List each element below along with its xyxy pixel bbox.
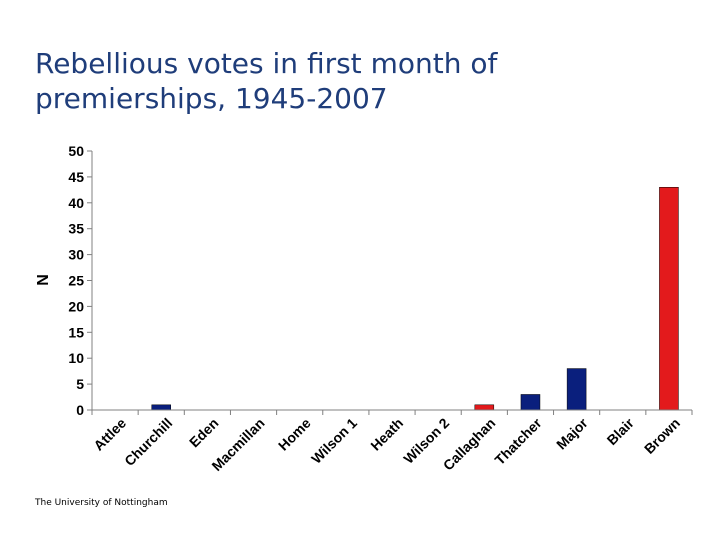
x-category-label: Major bbox=[553, 414, 591, 452]
axes bbox=[91, 151, 693, 415]
slide-title: Rebellious votes in first month of premi… bbox=[35, 47, 498, 115]
y-tick-label: 40 bbox=[68, 195, 84, 211]
x-category-label: Blair bbox=[604, 414, 638, 448]
x-category-label: Eden bbox=[186, 415, 222, 451]
y-tick-label: 0 bbox=[76, 402, 84, 418]
x-category-label: Wilson 1 bbox=[308, 415, 360, 467]
x-category-label: Brown bbox=[641, 415, 683, 457]
y-tick-label: 25 bbox=[68, 273, 84, 289]
footer-university: The University of Nottingham bbox=[35, 498, 168, 508]
x-category-label: Churchill bbox=[121, 415, 175, 469]
y-tick-label: 45 bbox=[68, 169, 84, 185]
bar-major bbox=[566, 368, 587, 411]
x-category-label: Thatcher bbox=[491, 414, 545, 468]
y-tick-label: 30 bbox=[68, 247, 84, 263]
y-tick-label: 15 bbox=[68, 324, 84, 340]
y-tick-label: 50 bbox=[68, 143, 84, 159]
y-tick-label: 20 bbox=[68, 298, 84, 314]
y-tick-label: 5 bbox=[76, 376, 84, 392]
bars bbox=[151, 187, 679, 411]
y-tick-label: 35 bbox=[68, 221, 84, 237]
bar-brown bbox=[659, 187, 679, 411]
y-axis-title: N bbox=[35, 274, 52, 286]
x-category-label: Attlee bbox=[90, 415, 129, 454]
y-tick-label: 10 bbox=[68, 350, 84, 366]
bar-callaghan bbox=[474, 404, 495, 411]
x-category-label: Home bbox=[275, 415, 314, 454]
x-category-label: Heath bbox=[367, 415, 406, 454]
bar-thatcher bbox=[520, 394, 541, 411]
bar-churchill bbox=[151, 404, 171, 411]
y-axis-ticks: 0 5 10 15 20 25 30 35 40 45 50 bbox=[68, 143, 92, 418]
